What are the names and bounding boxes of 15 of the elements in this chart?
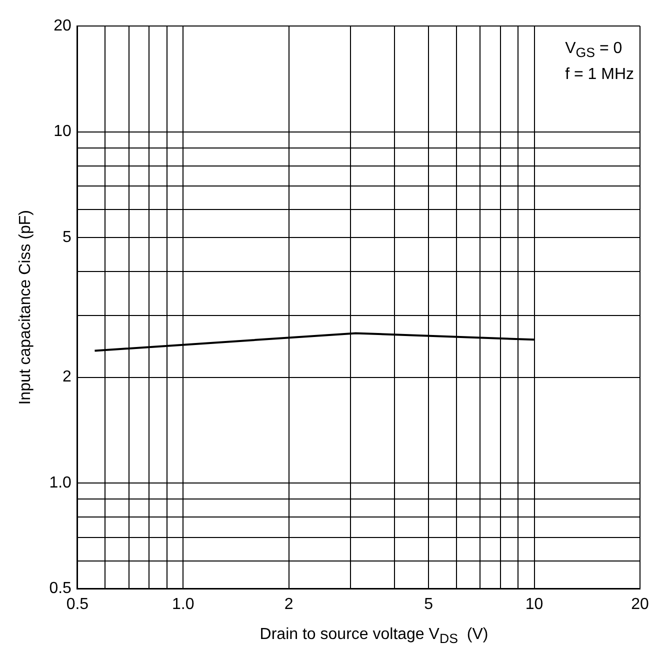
y-tick-label: 1.0: [49, 474, 72, 492]
y-tick-label: 0.5: [49, 580, 72, 598]
x-axis-title: Drain to source voltage V$_{DS}$ (V): [258, 626, 490, 646]
y-tick-label: 2: [62, 368, 72, 386]
annotation: f = 1 MHz: [565, 65, 634, 86]
x-tick-label: 10: [525, 596, 544, 613]
annotation: V$_{GS}$ = 0: [565, 39, 624, 62]
y-axis-title: Input capacitance Ciss (pF): [17, 210, 34, 405]
y-tick-label: 5: [62, 228, 72, 246]
y-tick-label: 20: [54, 17, 72, 34]
x-tick-label: 5: [424, 596, 434, 613]
x-tick-label: 1.0: [172, 596, 194, 613]
x-tick-label: 2: [284, 596, 294, 613]
y-tick-label: 10: [54, 123, 72, 140]
x-tick-label: 20: [631, 596, 649, 613]
